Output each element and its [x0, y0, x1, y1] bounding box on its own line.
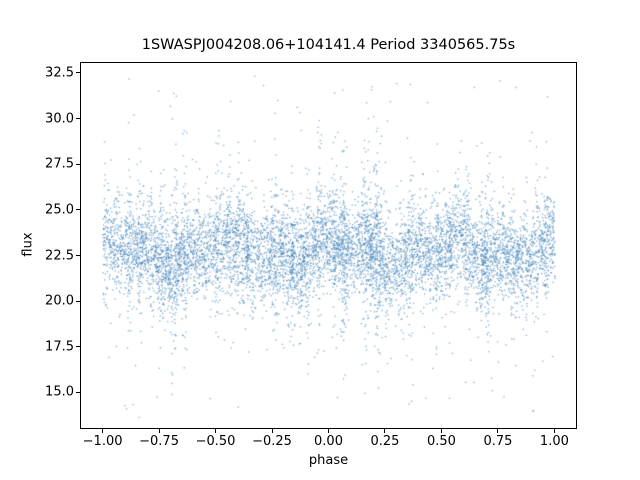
plot-area — [80, 62, 577, 429]
y-tick-label: 20.0 — [45, 293, 74, 309]
x-tick-mark — [271, 429, 273, 433]
y-tick-label: 27.5 — [45, 156, 74, 172]
x-tick-mark — [158, 429, 160, 433]
x-tick-mark — [102, 429, 104, 433]
x-tick-label: 0.75 — [483, 434, 513, 449]
x-tick-label: 0.00 — [314, 434, 343, 449]
x-tick-mark — [384, 429, 386, 433]
x-tick-label: −1.00 — [82, 434, 123, 449]
y-tick-mark — [76, 391, 80, 393]
y-tick-label: 25.0 — [45, 202, 74, 218]
x-tick-mark — [553, 429, 555, 433]
y-tick-label: 17.5 — [45, 339, 74, 355]
y-tick-label: 22.5 — [45, 248, 74, 264]
y-tick-mark — [76, 346, 80, 348]
x-tick-label: −0.25 — [252, 434, 292, 449]
x-tick-mark — [328, 429, 329, 433]
x-tick-mark — [497, 429, 499, 433]
y-tick-mark — [76, 209, 80, 211]
x-tick-label: 0.50 — [426, 434, 456, 449]
y-tick-label: 15.0 — [45, 384, 74, 400]
y-tick-label: 32.5 — [45, 65, 74, 81]
x-tick-label: −0.75 — [139, 434, 179, 449]
chart-title: 1SWASPJ004208.06+104141.4 Period 3340565… — [141, 37, 516, 53]
x-tick-label: −0.50 — [195, 434, 236, 449]
x-tick-label: 0.25 — [370, 434, 400, 449]
scatter-points-canvas — [81, 63, 576, 428]
x-tick-mark — [215, 429, 217, 433]
x-tick-label: 1.00 — [539, 434, 569, 449]
y-tick-mark — [76, 255, 80, 257]
y-tick-mark — [76, 118, 80, 120]
y-tick-label: 30.0 — [45, 111, 74, 127]
y-tick-mark — [76, 72, 80, 74]
y-tick-mark — [76, 300, 80, 302]
x-axis-label: phase — [308, 453, 349, 468]
x-tick-mark — [440, 429, 442, 433]
y-tick-mark — [76, 163, 80, 165]
